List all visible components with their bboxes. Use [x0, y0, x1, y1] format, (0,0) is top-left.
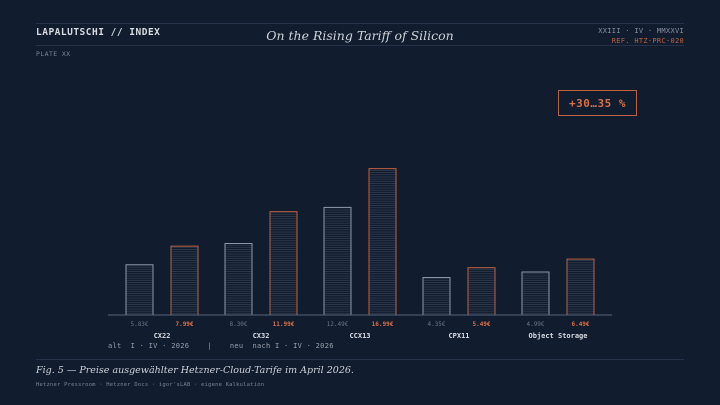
bar-cx22-new — [170, 245, 199, 316]
chart-title: On the Rising Tariff of Silicon — [266, 28, 454, 43]
legend: alt I · IV · 2026 | neu nach I · IV · 20… — [108, 342, 334, 350]
bar-ccx13-new — [368, 168, 397, 316]
bar-ccx13-old — [323, 206, 352, 316]
value-label: 5.49€ — [472, 321, 490, 328]
bar-cpx11-old — [422, 277, 451, 316]
category-label: CX22 — [154, 332, 171, 340]
header-rule — [36, 45, 684, 46]
increase-badge: +30…35 % — [558, 90, 637, 116]
figure-caption: Fig. 5 — Preise ausgewählter Hetzner-Clo… — [36, 365, 354, 376]
bar-cx32-old — [224, 242, 253, 316]
plate-label: PLATE XX — [36, 50, 71, 58]
value-label: 8.30€ — [229, 321, 247, 328]
value-label: 11.99€ — [273, 321, 295, 328]
category-label: Object Storage — [528, 332, 587, 340]
brand-title: LAPALUTSCHI // INDEX — [36, 27, 161, 38]
sources-line: Hetzner Pressroom · Hetzner Docs · igor'… — [36, 382, 265, 388]
value-label: 4.35€ — [427, 321, 445, 328]
bar-cpx11-new — [467, 267, 496, 316]
bar-object-storage-new — [566, 258, 595, 316]
date-label: XXIII · IV · MMXXVI — [598, 27, 684, 35]
value-label: 16.99€ — [372, 321, 394, 328]
category-label: CCX13 — [349, 332, 370, 340]
category-label: CX32 — [253, 332, 270, 340]
category-label: CPX11 — [448, 332, 469, 340]
header-meta: XXIII · IV · MMXXVI REF. HTZ-PRC-020 — [598, 27, 684, 46]
value-label: 7.99€ — [175, 321, 193, 328]
value-label: 6.49€ — [571, 321, 589, 328]
top-rule — [36, 23, 684, 24]
bar-object-storage-old — [521, 271, 550, 316]
value-label: 5.83€ — [130, 321, 148, 328]
footer-rule — [36, 359, 684, 360]
value-label: 12.49€ — [327, 321, 349, 328]
value-label: 4.99€ — [526, 321, 544, 328]
ref-label: REF. HTZ-PRC-020 — [611, 36, 684, 45]
bar-cx22-old — [125, 264, 154, 316]
bar-cx32-new — [269, 211, 298, 316]
